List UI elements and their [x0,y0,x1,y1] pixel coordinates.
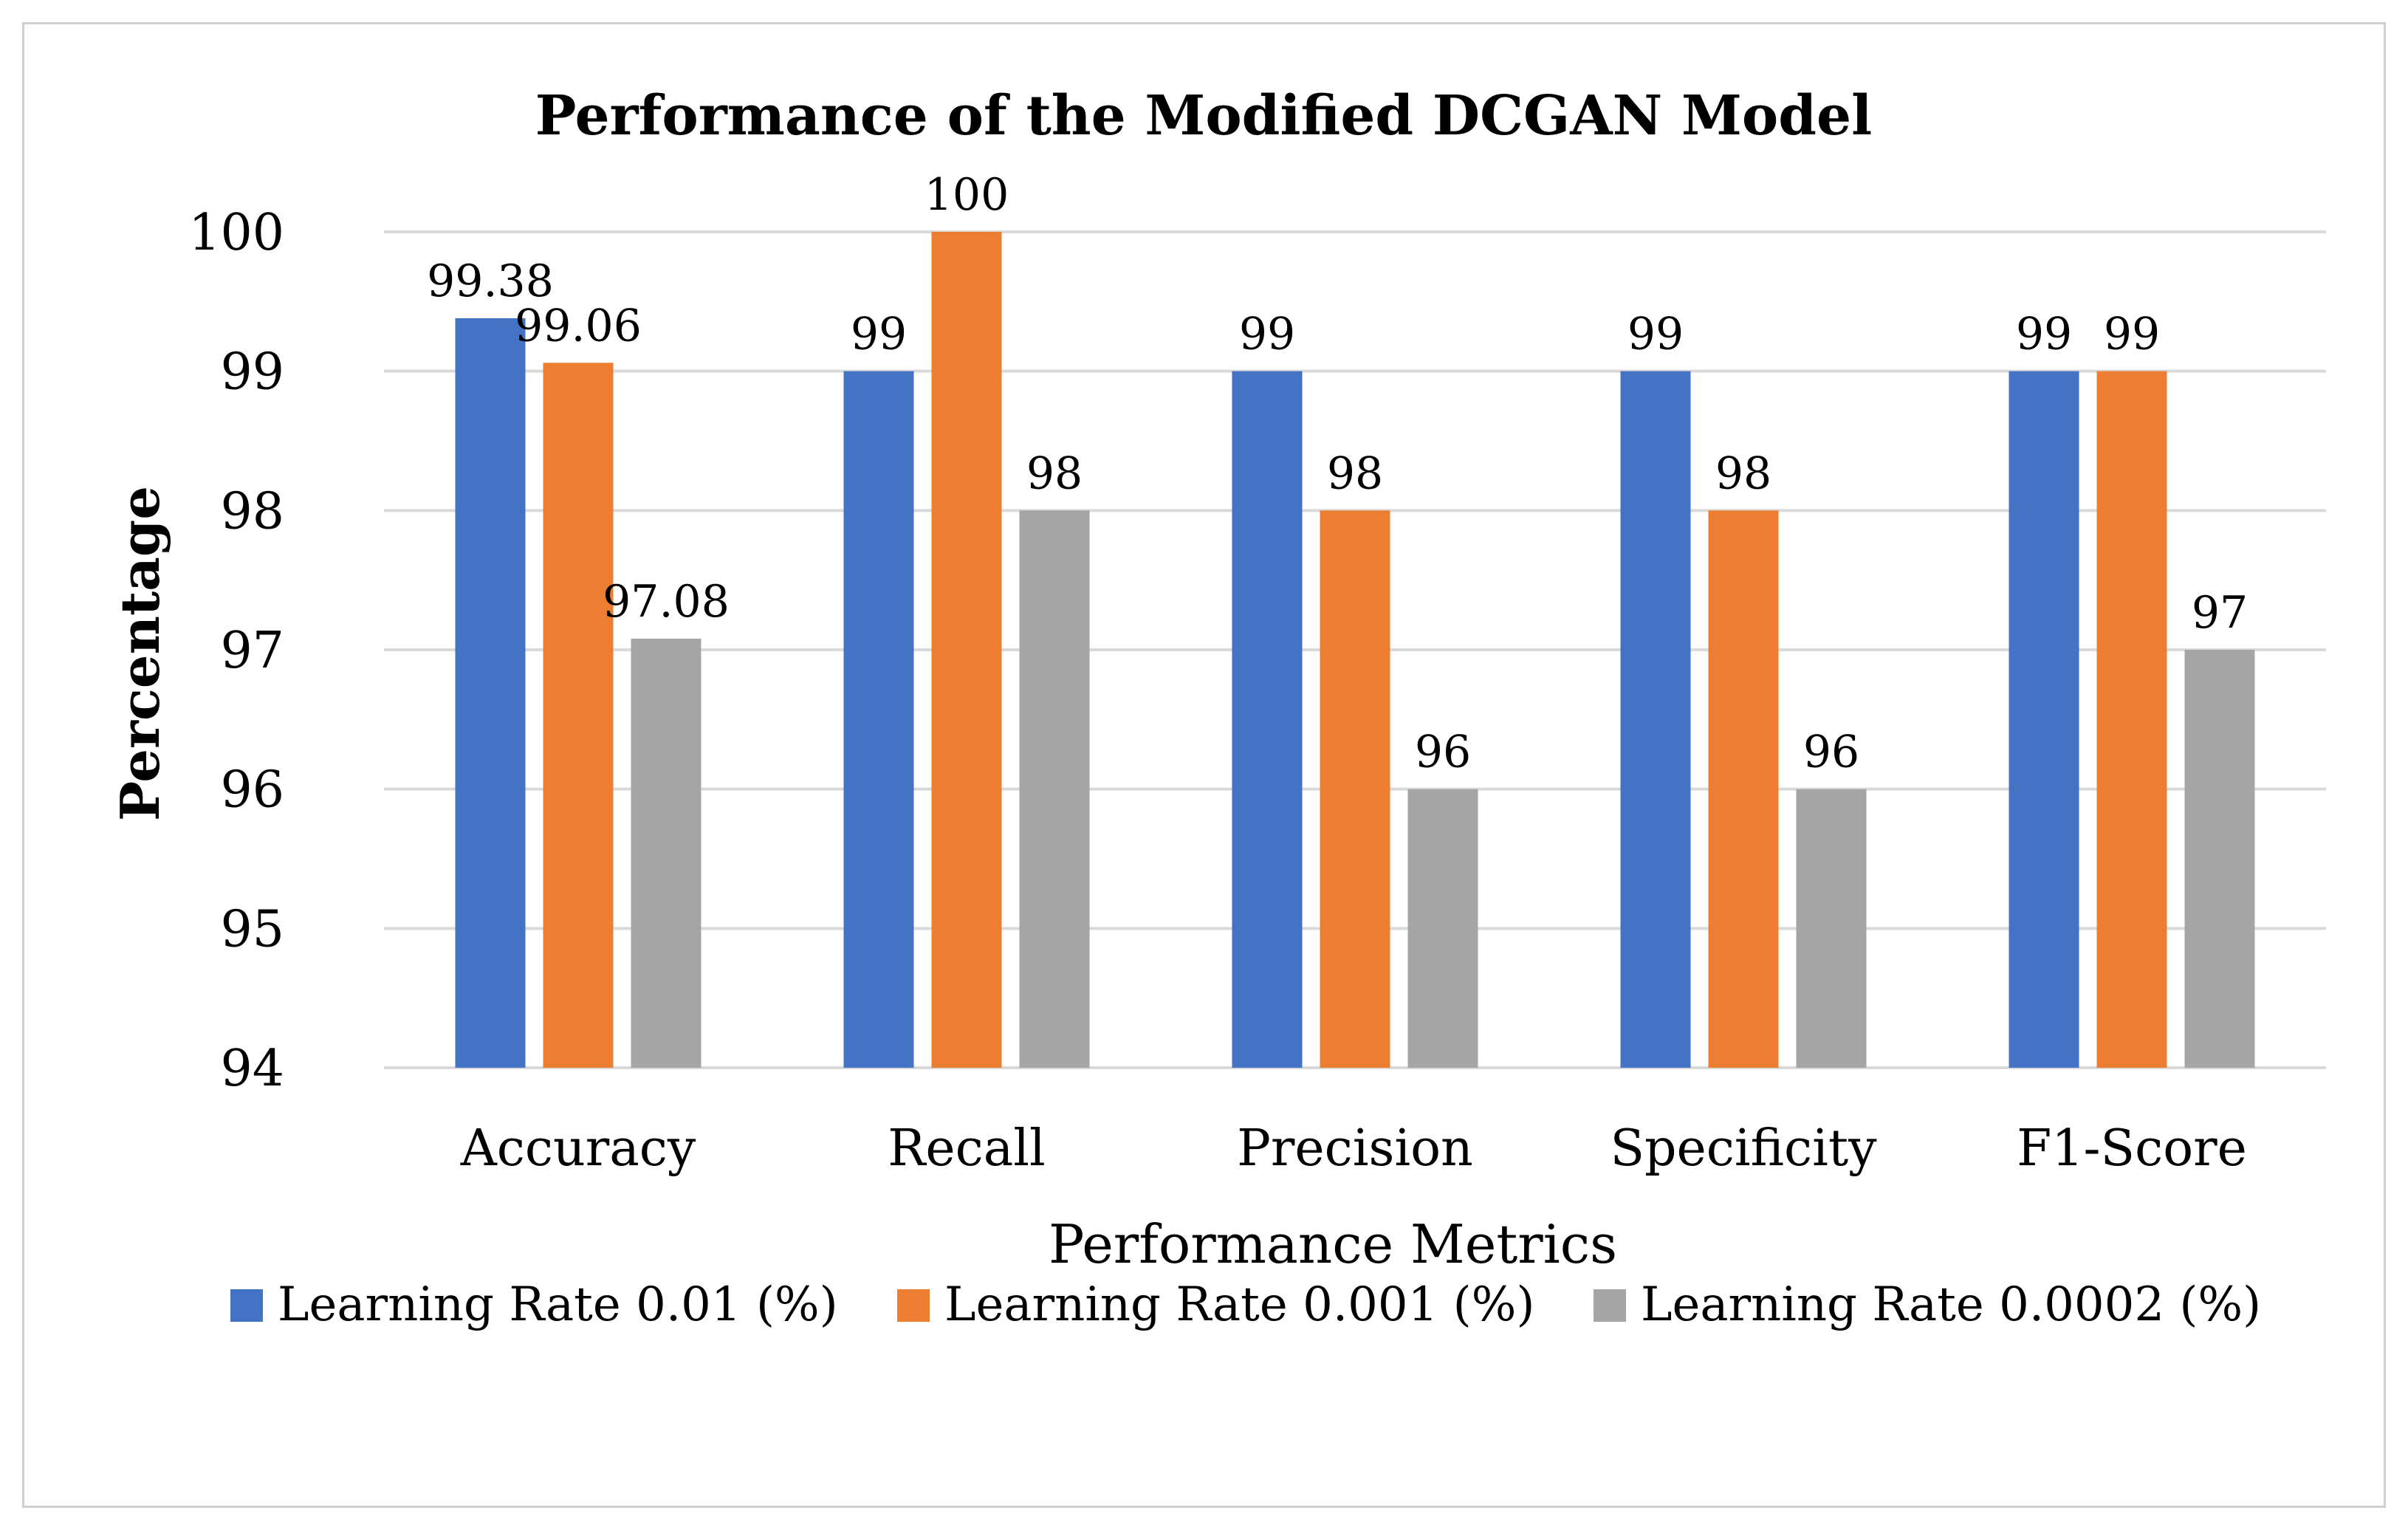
data-label: 99 [2104,309,2160,360]
bar-accuracy-series-3 [631,638,702,1068]
bar-precision-series-1 [1232,371,1303,1068]
bar-f1-score-series-2 [2096,371,2167,1068]
data-label: 99 [2016,309,2072,360]
bar-recall-series-2 [931,232,1002,1068]
legend-swatch-2 [897,1289,930,1322]
legend: Learning Rate 0.01 (%) Learning Rate 0.00… [230,1277,2261,1332]
data-label: 99 [1627,309,1684,360]
x-tick-label: Accuracy [460,1119,696,1178]
bar-accuracy-series-1 [455,318,526,1068]
y-tick-labels: 94 95 96 97 98 99 100 [188,204,284,1098]
x-tick-label: Precision [1237,1119,1473,1178]
x-tick-labels: Accuracy Recall Precision Specificity F1-Sco… [460,1119,2247,1178]
data-label: 96 [1415,727,1471,778]
bar-recall-series-1 [843,371,914,1068]
data-label: 99 [1239,309,1295,360]
data-label: 97 [2192,587,2248,639]
data-label: 96 [1803,727,1859,778]
legend-label-1: Learning Rate 0.01 (%) [278,1277,838,1332]
bar-accuracy-series-2 [543,363,614,1068]
bar-specificity-series-3 [1796,789,1867,1068]
x-tick-label: Recall [888,1119,1046,1178]
y-tick-label: 99 [220,343,284,402]
data-label: 99.06 [515,300,642,351]
chart-frame [22,22,2386,1508]
bar-specificity-series-1 [1620,371,1691,1068]
chart-title: Performance of the Modified DCGAN Model [535,84,1872,148]
y-tick-label: 96 [220,761,284,820]
data-label: 100 [925,169,1009,221]
bar-precision-series-3 [1407,789,1478,1068]
y-tick-label: 100 [188,204,284,262]
y-tick-label: 97 [220,622,284,680]
y-axis-title: Percentage [109,486,171,821]
bar-f1-score-series-3 [2184,650,2255,1068]
legend-label-3: Learning Rate 0.0002 (%) [1641,1277,2261,1332]
legend-label-2: Learning Rate 0.001 (%) [944,1277,1534,1332]
legend-swatch-1 [230,1289,263,1322]
data-label: 98 [1327,447,1383,499]
bar-specificity-series-2 [1708,510,1779,1068]
y-tick-label: 94 [220,1040,284,1098]
data-label: 99 [851,309,907,360]
y-tick-label: 95 [220,900,284,958]
x-tick-label: F1-Score [2017,1119,2247,1178]
x-tick-label: Specificity [1610,1119,1877,1178]
data-label: 97.08 [603,576,730,628]
x-axis-title: Performance Metrics [1049,1213,1617,1275]
bar-precision-series-2 [1320,510,1390,1068]
bar-f1-score-series-1 [2009,371,2079,1068]
bars [455,232,2255,1068]
bar-recall-series-3 [1019,510,1090,1068]
data-label: 99.38 [427,255,554,307]
legend-swatch-3 [1594,1289,1626,1322]
y-tick-label: 98 [220,482,284,541]
data-label: 98 [1715,447,1771,499]
data-label: 98 [1026,447,1083,499]
